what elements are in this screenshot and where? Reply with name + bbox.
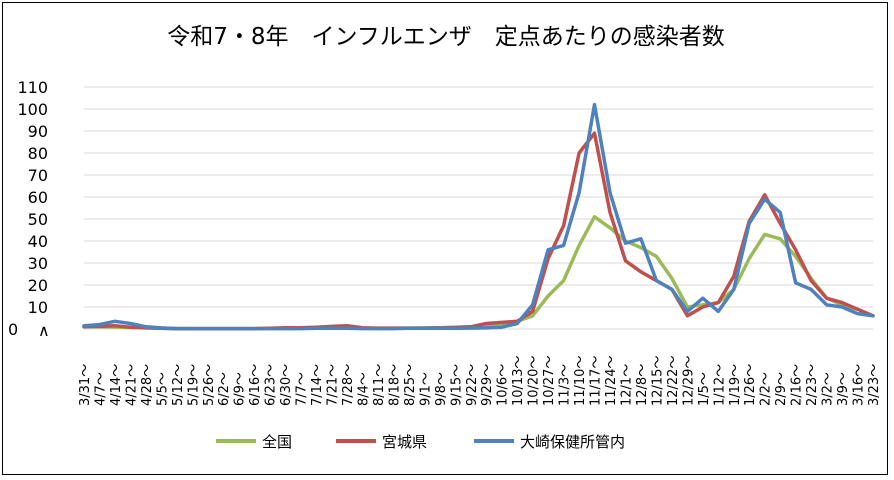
y-tick-label: 30 [28, 254, 48, 273]
x-tick-label: 4/21～ [124, 364, 139, 406]
x-tick-label: 11/3～ [558, 364, 573, 406]
grid-lines [84, 86, 873, 330]
x-tick-label: 5/5～ [155, 372, 170, 406]
x-tick-label: 6/2～ [217, 372, 232, 406]
x-tick-label: 12/29～ [681, 356, 696, 406]
x-tick-label: 11/24～ [604, 356, 619, 406]
x-tick-label: 3/31～ [78, 364, 93, 406]
series-lines [82, 102, 875, 331]
x-tick-label: 4/7～ [93, 372, 108, 406]
x-tick-label: 2/16～ [790, 364, 805, 406]
y-tick-label: 80 [28, 144, 48, 163]
x-tick-label: 1/26～ [743, 364, 758, 406]
y-tick-label: 60 [28, 188, 48, 207]
x-tick-label: 9/29～ [480, 364, 495, 406]
y-tick-label: 20 [28, 276, 48, 295]
y-tick-label: 100 [17, 100, 48, 119]
x-tick-label: 7/14～ [310, 364, 325, 406]
series-line-1 [82, 131, 875, 331]
x-tick-label: 12/15～ [650, 356, 665, 406]
y-tick-label: 70 [28, 166, 48, 185]
x-tick-label: 7/7～ [295, 372, 310, 406]
x-tick-label: 10/6～ [496, 364, 511, 406]
y-tick-label: 40 [28, 232, 48, 251]
x-tick-label: 6/16～ [248, 364, 263, 406]
series-line-2 [82, 102, 875, 331]
x-tick-label: 6/9～ [233, 372, 248, 406]
x-tick-label: 5/12～ [171, 364, 186, 406]
x-tick-label: 6/30～ [279, 364, 294, 406]
chart-frame [2, 2, 888, 475]
x-tick-label: 4/28～ [140, 364, 155, 406]
x-tick-label: 12/22～ [666, 356, 681, 406]
x-tick-label: 9/15～ [449, 364, 464, 406]
x-tick-label: 2/23～ [805, 364, 820, 406]
x-tick-label: 1/5～ [697, 372, 712, 406]
x-tick-label: 10/20～ [527, 356, 542, 406]
x-tick-label: 3/9～ [836, 372, 851, 406]
x-tick-label: 8/25～ [403, 364, 418, 406]
x-tick-label: 1/19～ [728, 364, 743, 406]
x-tick-label: 8/4～ [356, 372, 371, 406]
legend-label-1: 宮城県 [382, 433, 427, 451]
y-tick-labels: 0 10 20 30 40 50 60 70 80 90 100 110 [8, 78, 48, 339]
x-tick-label: 12/1～ [619, 364, 634, 406]
x-tick-label: 3/2～ [821, 372, 836, 406]
x-tick-label: 3/23～ [867, 364, 882, 406]
y-tick-label: 10 [28, 298, 48, 317]
legend: 全国 宮城県 大崎保健所管内 [216, 433, 625, 451]
x-tick-label: 2/2～ [759, 372, 774, 406]
x-tick-label: 10/13～ [511, 356, 526, 406]
x-tick-label: 9/8～ [434, 372, 449, 406]
x-tick-label: 7/21～ [326, 364, 341, 406]
x-tick-label: 11/17～ [589, 356, 604, 406]
x-tick-label: 5/26～ [202, 364, 217, 406]
y-tick-label: 0 [8, 320, 18, 339]
x-tick-label: 12/8～ [635, 364, 650, 406]
x-tick-label: 11/10～ [573, 356, 588, 406]
x-tick-label: 3/16～ [852, 364, 867, 406]
axis-break-mark: ∧ [38, 321, 50, 340]
series-line-0 [82, 215, 875, 331]
x-tick-label: 10/27～ [542, 356, 557, 406]
x-tick-label: 4/14～ [109, 364, 124, 406]
legend-label-0: 全国 [262, 433, 292, 451]
y-tick-label: 90 [28, 122, 48, 141]
x-tick-label: 1/12～ [712, 364, 727, 406]
x-tick-label: 9/22～ [465, 364, 480, 406]
y-tick-label: 50 [28, 210, 48, 229]
x-tick-label: 2/9～ [774, 372, 789, 406]
x-tick-label: 8/18～ [387, 364, 402, 406]
x-tick-label: 8/11～ [372, 364, 387, 406]
x-tick-label: 9/1～ [418, 372, 433, 406]
chart-title: 令和7・8年 インフルエンザ 定点あたりの感染者数 [167, 24, 725, 50]
x-tick-label: 5/19～ [186, 364, 201, 406]
y-tick-label: 110 [17, 78, 48, 97]
legend-label-2: 大崎保健所管内 [520, 433, 625, 451]
x-tick-label: 6/23～ [264, 364, 279, 406]
x-tick-label: 7/28～ [341, 364, 356, 406]
x-tick-labels: 3/31～ 4/7～ 4/14～ 4/21～ 4/28～ 5/5～ 5/12～ 5/19～ 5/… [78, 356, 882, 406]
